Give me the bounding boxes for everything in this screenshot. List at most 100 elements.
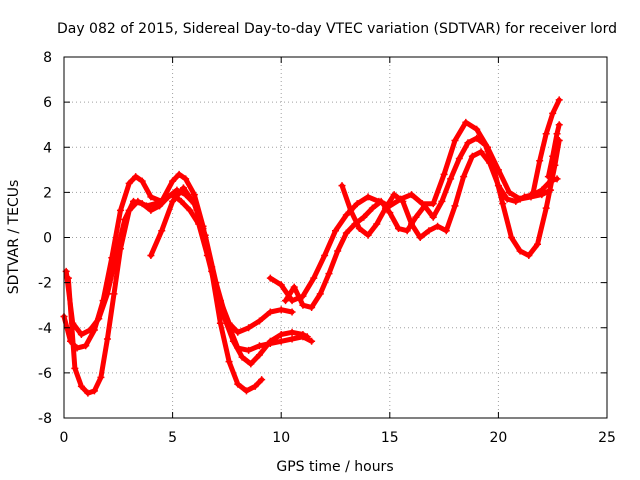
- data-point: [216, 319, 224, 327]
- series-arc-9: [544, 121, 563, 181]
- y-tick-label: 0: [43, 231, 52, 247]
- data-point: [360, 213, 368, 221]
- data-point: [549, 109, 557, 117]
- data-point: [316, 290, 324, 298]
- data-point: [82, 342, 90, 350]
- data-point: [299, 333, 307, 341]
- data-point: [373, 220, 381, 228]
- data-point: [138, 177, 146, 185]
- data-point: [251, 382, 259, 390]
- data-point: [151, 200, 159, 208]
- data-point: [542, 130, 550, 138]
- data-point: [177, 197, 185, 205]
- data-point: [277, 281, 285, 289]
- data-point: [245, 346, 253, 354]
- data-point: [143, 202, 151, 210]
- data-point: [553, 130, 561, 138]
- data-point: [255, 342, 263, 350]
- series-arc-6: [282, 134, 563, 311]
- data-point: [288, 335, 296, 343]
- data-point: [486, 159, 494, 167]
- data-point: [95, 315, 103, 323]
- data-point: [288, 297, 296, 305]
- data-point: [368, 204, 376, 212]
- data-point: [277, 331, 285, 339]
- data-point: [533, 240, 541, 248]
- data-point: [429, 200, 437, 208]
- data-point: [477, 148, 485, 156]
- data-point: [77, 382, 85, 390]
- data-point: [353, 200, 361, 208]
- data-point: [451, 202, 459, 210]
- x-tick-label: 0: [60, 430, 69, 446]
- x-tick-label: 25: [598, 430, 616, 446]
- data-point: [364, 193, 372, 201]
- data-point: [438, 197, 446, 205]
- data-point: [71, 364, 79, 372]
- data-point: [182, 175, 190, 183]
- data-point: [434, 222, 442, 230]
- data-point: [473, 125, 481, 133]
- data-point: [103, 335, 111, 343]
- data-point: [288, 328, 296, 336]
- data-point: [555, 121, 563, 129]
- y-tick-label: 6: [43, 95, 52, 111]
- data-point: [460, 173, 468, 181]
- data-point: [277, 306, 285, 314]
- y-tick-label: -2: [38, 276, 52, 292]
- data-point: [234, 380, 242, 388]
- data-point: [247, 360, 255, 368]
- data-point: [342, 229, 350, 237]
- data-point: [190, 200, 198, 208]
- data-point: [512, 197, 520, 205]
- data-point: [125, 179, 133, 187]
- data-point: [86, 326, 94, 334]
- y-axis-label: SDTVAR / TECUs: [6, 180, 22, 295]
- data-point: [266, 340, 274, 348]
- data-point: [321, 252, 329, 260]
- data-point: [147, 252, 155, 260]
- data-point: [245, 324, 253, 332]
- data-point: [525, 252, 533, 260]
- data-point: [499, 200, 507, 208]
- data-point: [266, 308, 274, 316]
- data-point: [399, 197, 407, 205]
- data-point: [201, 231, 209, 239]
- data-point: [505, 188, 513, 196]
- data-point: [412, 213, 420, 221]
- data-point: [553, 175, 561, 183]
- data-point: [377, 197, 385, 205]
- data-point: [440, 170, 448, 178]
- data-point: [447, 175, 455, 183]
- data-point: [425, 227, 433, 235]
- data-point: [516, 247, 524, 255]
- data-point: [84, 389, 92, 397]
- data-point: [147, 193, 155, 201]
- data-point: [175, 170, 183, 178]
- data-point: [338, 182, 346, 190]
- chart-title: Day 082 of 2015, Sidereal Day-to-day VTE…: [57, 21, 617, 37]
- data-point: [442, 227, 450, 235]
- data-point: [538, 186, 546, 194]
- y-tick-label: -4: [38, 321, 52, 337]
- data-point: [408, 220, 416, 228]
- data-point: [308, 303, 316, 311]
- data-point: [347, 206, 355, 214]
- data-point: [282, 297, 290, 305]
- data-point: [310, 274, 318, 282]
- grid: [64, 57, 607, 418]
- data-point: [277, 337, 285, 345]
- x-tick-label: 10: [272, 430, 290, 446]
- data-point: [234, 344, 242, 352]
- data-point: [190, 191, 198, 199]
- y-tick-label: -8: [38, 411, 52, 427]
- y-tick-label: 2: [43, 185, 52, 201]
- data-point: [77, 331, 85, 339]
- data-point: [288, 308, 296, 316]
- data-point: [132, 173, 140, 181]
- data-point: [529, 188, 537, 196]
- data-series: [60, 96, 563, 397]
- data-point: [223, 317, 231, 325]
